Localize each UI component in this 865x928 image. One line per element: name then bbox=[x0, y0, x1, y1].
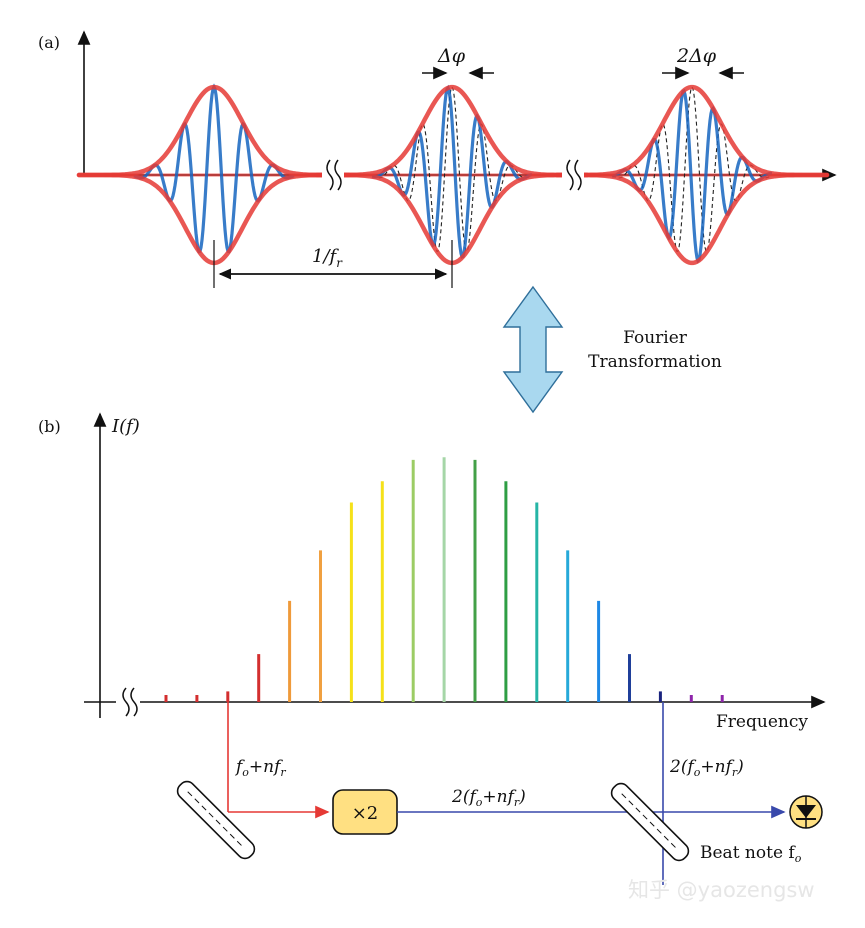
pulse-train bbox=[76, 83, 830, 266]
doubled-label: 2(fo+nfr) bbox=[451, 787, 526, 809]
fourier-label-1: Fourier bbox=[623, 328, 688, 348]
beat-note-label: Beat note fo bbox=[700, 843, 802, 865]
beam-splitter-left bbox=[176, 780, 256, 860]
pulse-envelope-3-upper bbox=[554, 84, 830, 178]
frequency-axis-label: Frequency bbox=[716, 712, 808, 732]
panel-a: (a) 1/fr Δφ 2Δφ bbox=[38, 30, 837, 288]
axis-break-b bbox=[116, 687, 140, 718]
fourier-label-2: Transformation bbox=[588, 352, 722, 372]
panel-a-label: (a) bbox=[38, 33, 60, 52]
reference-carrier-2 bbox=[371, 85, 533, 253]
pulse-envelope-1-upper bbox=[76, 84, 352, 178]
delta-phi-label: Δφ bbox=[437, 45, 466, 67]
watermark: 知乎 @yaozengsw bbox=[628, 878, 815, 902]
axis-break-2 bbox=[562, 159, 584, 191]
left-branch-label: fo+nfr bbox=[234, 757, 286, 779]
two-delta-phi-label: 2Δφ bbox=[676, 45, 717, 67]
right-branch-label: 2(fo+nfr) bbox=[669, 757, 744, 779]
intensity-axis-label: I(f) bbox=[111, 416, 140, 437]
carrier-wave-1 bbox=[133, 83, 295, 254]
carrier-wave-2 bbox=[371, 84, 533, 259]
pulse-envelope-3-lower bbox=[554, 172, 830, 266]
period-label: 1/fr bbox=[312, 246, 343, 270]
photodiode-icon bbox=[789, 795, 823, 829]
reference-carrier-3 bbox=[611, 85, 773, 253]
doubler-label: ×2 bbox=[352, 803, 379, 824]
beam-splitter-right bbox=[610, 782, 690, 862]
fourier-double-arrow bbox=[502, 285, 564, 414]
panel-b-label: (b) bbox=[38, 417, 61, 436]
comb-lines bbox=[164, 457, 724, 702]
axis-break-1 bbox=[322, 159, 344, 191]
panel-b: (b) I(f) Frequency fo+nfr ×2 2(fo+nfr) 2… bbox=[38, 412, 826, 885]
